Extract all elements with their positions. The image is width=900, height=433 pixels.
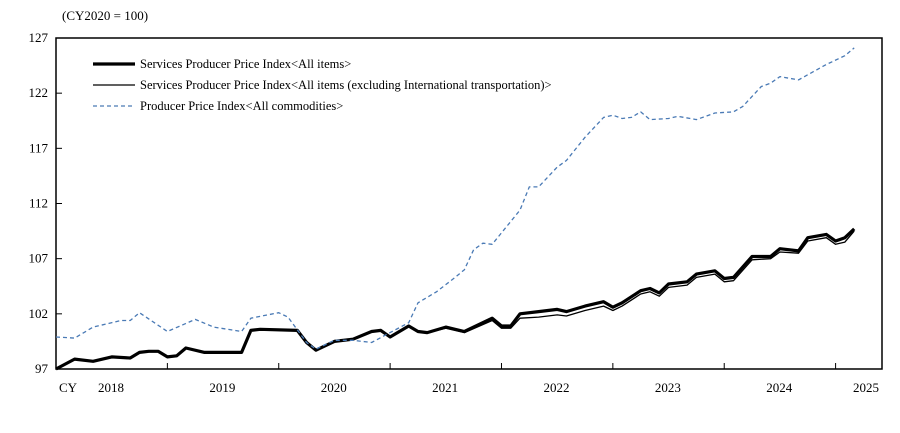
x-axis: CY 2018 2019 2020 2021 2022 2023 2024 2025 — [59, 363, 879, 395]
legend-label: Services Producer Price Index<All items> — [140, 57, 351, 71]
y-tick-label: 112 — [29, 196, 48, 211]
x-tick-label: 2023 — [655, 380, 681, 395]
y-tick-label: 127 — [29, 30, 49, 45]
y-tick-label: 107 — [29, 251, 49, 266]
x-tick-label: 2018 — [98, 380, 124, 395]
x-tick-label: 2025 — [853, 380, 879, 395]
series-lines — [56, 48, 854, 369]
y-axis: 97 102 107 112 117 122 127 — [29, 30, 63, 376]
y-tick-label: 97 — [35, 361, 49, 376]
unit-note: (CY2020 = 100) — [62, 8, 148, 23]
x-tick-label: 2020 — [321, 380, 347, 395]
legend: Services Producer Price Index<All items>… — [93, 57, 552, 113]
y-tick-label: 117 — [29, 140, 49, 155]
x-tick-label: 2024 — [766, 380, 793, 395]
series-line-1 — [56, 229, 854, 369]
legend-label: Services Producer Price Index<All items … — [140, 78, 552, 92]
series-line-2 — [56, 231, 854, 369]
series-line-3 — [56, 48, 854, 349]
x-tick-label: 2021 — [432, 380, 458, 395]
x-tick-label: 2019 — [209, 380, 235, 395]
x-prefix-label: CY — [59, 380, 78, 395]
y-tick-label: 102 — [29, 306, 49, 321]
y-tick-label: 122 — [29, 85, 49, 100]
legend-label: Producer Price Index<All commodities> — [140, 99, 343, 113]
x-tick-label: 2022 — [543, 380, 569, 395]
